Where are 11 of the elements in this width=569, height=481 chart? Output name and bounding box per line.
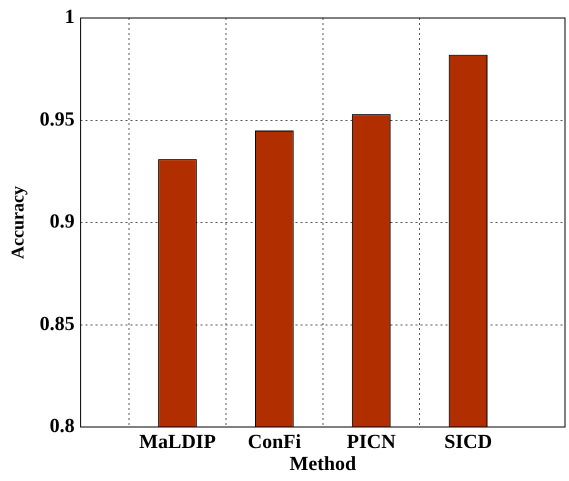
y-tick-label: 0.85 bbox=[40, 312, 75, 335]
x-tick-label: PICN bbox=[346, 431, 396, 454]
y-tick-label: 0.9 bbox=[50, 210, 75, 233]
y-tick-label: 0.8 bbox=[50, 415, 75, 438]
y-axis-title: Accuracy bbox=[7, 186, 28, 259]
x-tick-label: ConFi bbox=[248, 431, 302, 454]
x-tick-label: MaLDIP bbox=[139, 431, 216, 454]
y-tick-label: 0.95 bbox=[40, 108, 75, 130]
y-tick-label: 1 bbox=[64, 6, 75, 28]
x-tick-label: SICD bbox=[444, 431, 492, 454]
x-axis-title: Method bbox=[289, 453, 356, 476]
